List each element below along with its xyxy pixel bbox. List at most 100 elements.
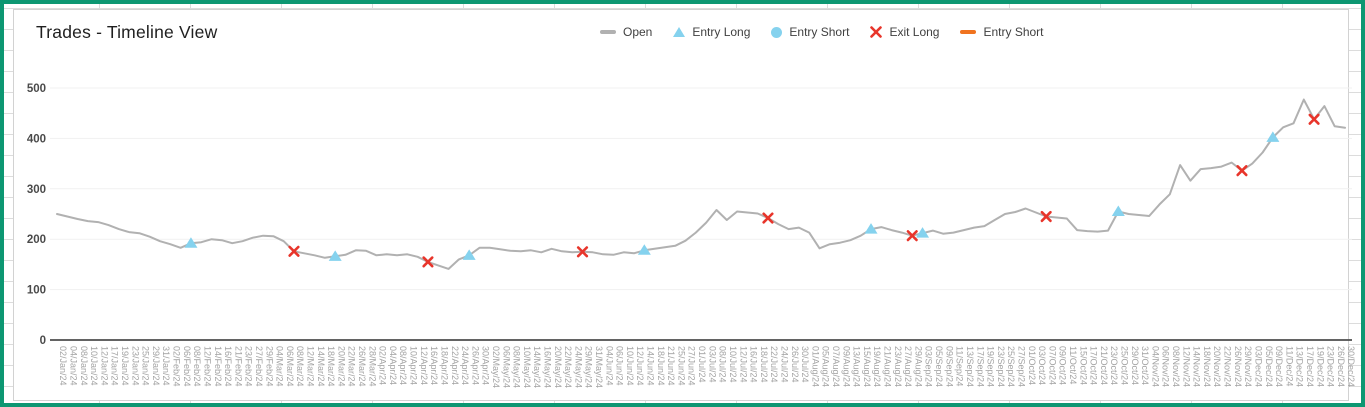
svg-text:10/Apr/24: 10/Apr/24: [409, 346, 419, 385]
svg-text:19/Aug/24: 19/Aug/24: [872, 346, 882, 387]
svg-text:21/Feb/24: 21/Feb/24: [233, 346, 243, 387]
entry-long-marker[interactable]: [1111, 205, 1125, 216]
legend-label: Entry Short: [789, 25, 850, 39]
exit-long-marker[interactable]: [762, 212, 774, 224]
svg-text:02/Apr/24: 02/Apr/24: [378, 346, 388, 385]
svg-text:06/Nov/24: 06/Nov/24: [1161, 346, 1171, 387]
svg-text:27/Aug/24: 27/Aug/24: [903, 346, 913, 387]
svg-text:14/Mar/24: 14/Mar/24: [316, 346, 326, 387]
svg-text:11/Dec/24: 11/Dec/24: [1284, 346, 1294, 386]
svg-text:15/Aug/24: 15/Aug/24: [862, 346, 872, 387]
svg-text:13/Sep/24: 13/Sep/24: [965, 346, 975, 387]
chart-card: [13, 9, 1349, 401]
svg-text:18/Nov/24: 18/Nov/24: [1202, 346, 1212, 387]
svg-text:09/Oct/24: 09/Oct/24: [1058, 346, 1068, 385]
svg-text:29/May/24: 29/May/24: [584, 346, 594, 388]
svg-text:08/Jan/24: 08/Jan/24: [79, 346, 89, 386]
svg-text:400: 400: [27, 133, 46, 145]
svg-text:05/Dec/24: 05/Dec/24: [1264, 346, 1274, 387]
svg-text:14/Feb/24: 14/Feb/24: [213, 346, 223, 387]
svg-text:13/Aug/24: 13/Aug/24: [852, 346, 862, 387]
exit-long-marker[interactable]: [1040, 210, 1052, 223]
svg-text:20/Nov/24: 20/Nov/24: [1212, 346, 1222, 387]
svg-text:29/Oct/24: 29/Oct/24: [1130, 346, 1140, 385]
svg-text:08/May/24: 08/May/24: [512, 346, 522, 388]
svg-text:01/Oct/24: 01/Oct/24: [1027, 346, 1037, 385]
svg-text:29/Jan/24: 29/Jan/24: [151, 346, 161, 386]
entry-long-marker[interactable]: [864, 223, 878, 234]
exit-long-marker[interactable]: [576, 246, 589, 258]
open-line-series[interactable]: [56, 98, 1346, 270]
svg-text:21/Aug/24: 21/Aug/24: [883, 346, 893, 387]
svg-text:31/Jan/24: 31/Jan/24: [161, 346, 171, 386]
svg-text:06/Feb/24: 06/Feb/24: [182, 346, 192, 387]
svg-text:08/Nov/24: 08/Nov/24: [1171, 346, 1181, 387]
legend-item-entry-short-4[interactable]: Entry Short: [960, 25, 1044, 39]
svg-text:16/Apr/24: 16/Apr/24: [429, 346, 439, 385]
chart-title: Trades - Timeline View: [36, 22, 218, 42]
svg-text:19/Dec/24: 19/Dec/24: [1315, 346, 1325, 387]
exit-long-marker[interactable]: [422, 256, 434, 268]
svg-text:11/Sep/24: 11/Sep/24: [955, 346, 965, 386]
entry-long-marker[interactable]: [916, 227, 930, 238]
svg-text:24/Apr/24: 24/Apr/24: [460, 346, 470, 385]
svg-text:08/Mar/24: 08/Mar/24: [295, 346, 305, 387]
svg-text:100: 100: [27, 285, 46, 297]
svg-text:19/Jan/24: 19/Jan/24: [120, 346, 130, 386]
svg-text:17/Jan/24: 17/Jan/24: [110, 346, 120, 386]
svg-text:10/Jul/24: 10/Jul/24: [728, 346, 738, 383]
svg-text:30/Jul/24: 30/Jul/24: [800, 346, 810, 383]
svg-text:23/Sep/24: 23/Sep/24: [996, 346, 1006, 387]
exit-long-marker[interactable]: [1236, 165, 1248, 177]
svg-text:21/Jun/24: 21/Jun/24: [666, 346, 676, 386]
svg-text:26/Dec/24: 26/Dec/24: [1336, 346, 1346, 387]
svg-text:29/Feb/24: 29/Feb/24: [264, 346, 274, 387]
svg-text:04/Jun/24: 04/Jun/24: [604, 346, 614, 386]
svg-text:12/Jun/24: 12/Jun/24: [635, 346, 645, 386]
dash-swatch-icon: [960, 30, 977, 34]
y-axis-labels: 0 100 200 300 400 500: [27, 83, 46, 347]
exit-long-marker[interactable]: [288, 245, 300, 257]
svg-text:23/Dec/24: 23/Dec/24: [1326, 346, 1336, 387]
svg-text:03/Jul/24: 03/Jul/24: [707, 346, 717, 383]
svg-text:02/Feb/24: 02/Feb/24: [172, 346, 182, 387]
entry-long-marker[interactable]: [1266, 131, 1280, 142]
svg-text:17/Sep/24: 17/Sep/24: [975, 346, 985, 387]
svg-text:24/May/24: 24/May/24: [573, 346, 583, 388]
svg-text:22/Apr/24: 22/Apr/24: [450, 346, 460, 385]
svg-text:26/Jul/24: 26/Jul/24: [790, 346, 800, 383]
legend-item-entry-long-1[interactable]: Entry Long: [673, 25, 750, 39]
exit-long-marker[interactable]: [1308, 113, 1320, 125]
entry-long-marker[interactable]: [184, 237, 198, 248]
svg-text:29/Aug/24: 29/Aug/24: [913, 346, 923, 387]
x-mark-swatch-icon: [870, 26, 883, 38]
svg-text:20/Mar/24: 20/Mar/24: [336, 346, 346, 387]
svg-text:24/Jul/24: 24/Jul/24: [779, 346, 789, 383]
legend-item-open-0[interactable]: Open: [600, 25, 652, 39]
svg-text:04/Apr/24: 04/Apr/24: [388, 346, 398, 385]
svg-text:08/Jul/24: 08/Jul/24: [718, 346, 728, 383]
svg-text:26/Apr/24: 26/Apr/24: [470, 346, 480, 385]
entry-long-marker[interactable]: [637, 244, 651, 255]
svg-text:14/Nov/24: 14/Nov/24: [1192, 346, 1202, 387]
svg-text:25/Jun/24: 25/Jun/24: [676, 346, 686, 386]
svg-text:25/Sep/24: 25/Sep/24: [1006, 346, 1016, 387]
svg-text:23/Feb/24: 23/Feb/24: [244, 346, 254, 387]
svg-text:05/Aug/24: 05/Aug/24: [821, 346, 831, 387]
svg-text:22/May/24: 22/May/24: [563, 346, 573, 388]
circle-swatch-icon: [771, 26, 783, 38]
svg-text:31/May/24: 31/May/24: [594, 346, 604, 388]
chart-legend: Open Entry Long Entry Short Exit Long Entry …: [600, 25, 1044, 39]
legend-item-entry-short-2[interactable]: Entry Short: [771, 25, 849, 39]
entry-long-marker[interactable]: [328, 250, 342, 261]
svg-text:22/Jul/24: 22/Jul/24: [769, 346, 779, 383]
x-axis-labels: 02/Jan/24 04/Jan/24 08/Jan/24 10/Jan/24 12/J…: [58, 346, 1356, 388]
legend-label: Exit Long: [889, 25, 940, 39]
svg-text:02/May/24: 02/May/24: [491, 346, 501, 388]
exit-long-marker[interactable]: [906, 230, 918, 242]
svg-text:16/Jul/24: 16/Jul/24: [749, 346, 759, 383]
legend-label: Open: [623, 25, 653, 39]
legend-item-exit-long-3[interactable]: Exit Long: [870, 25, 939, 39]
entry-long-marker[interactable]: [462, 249, 476, 260]
